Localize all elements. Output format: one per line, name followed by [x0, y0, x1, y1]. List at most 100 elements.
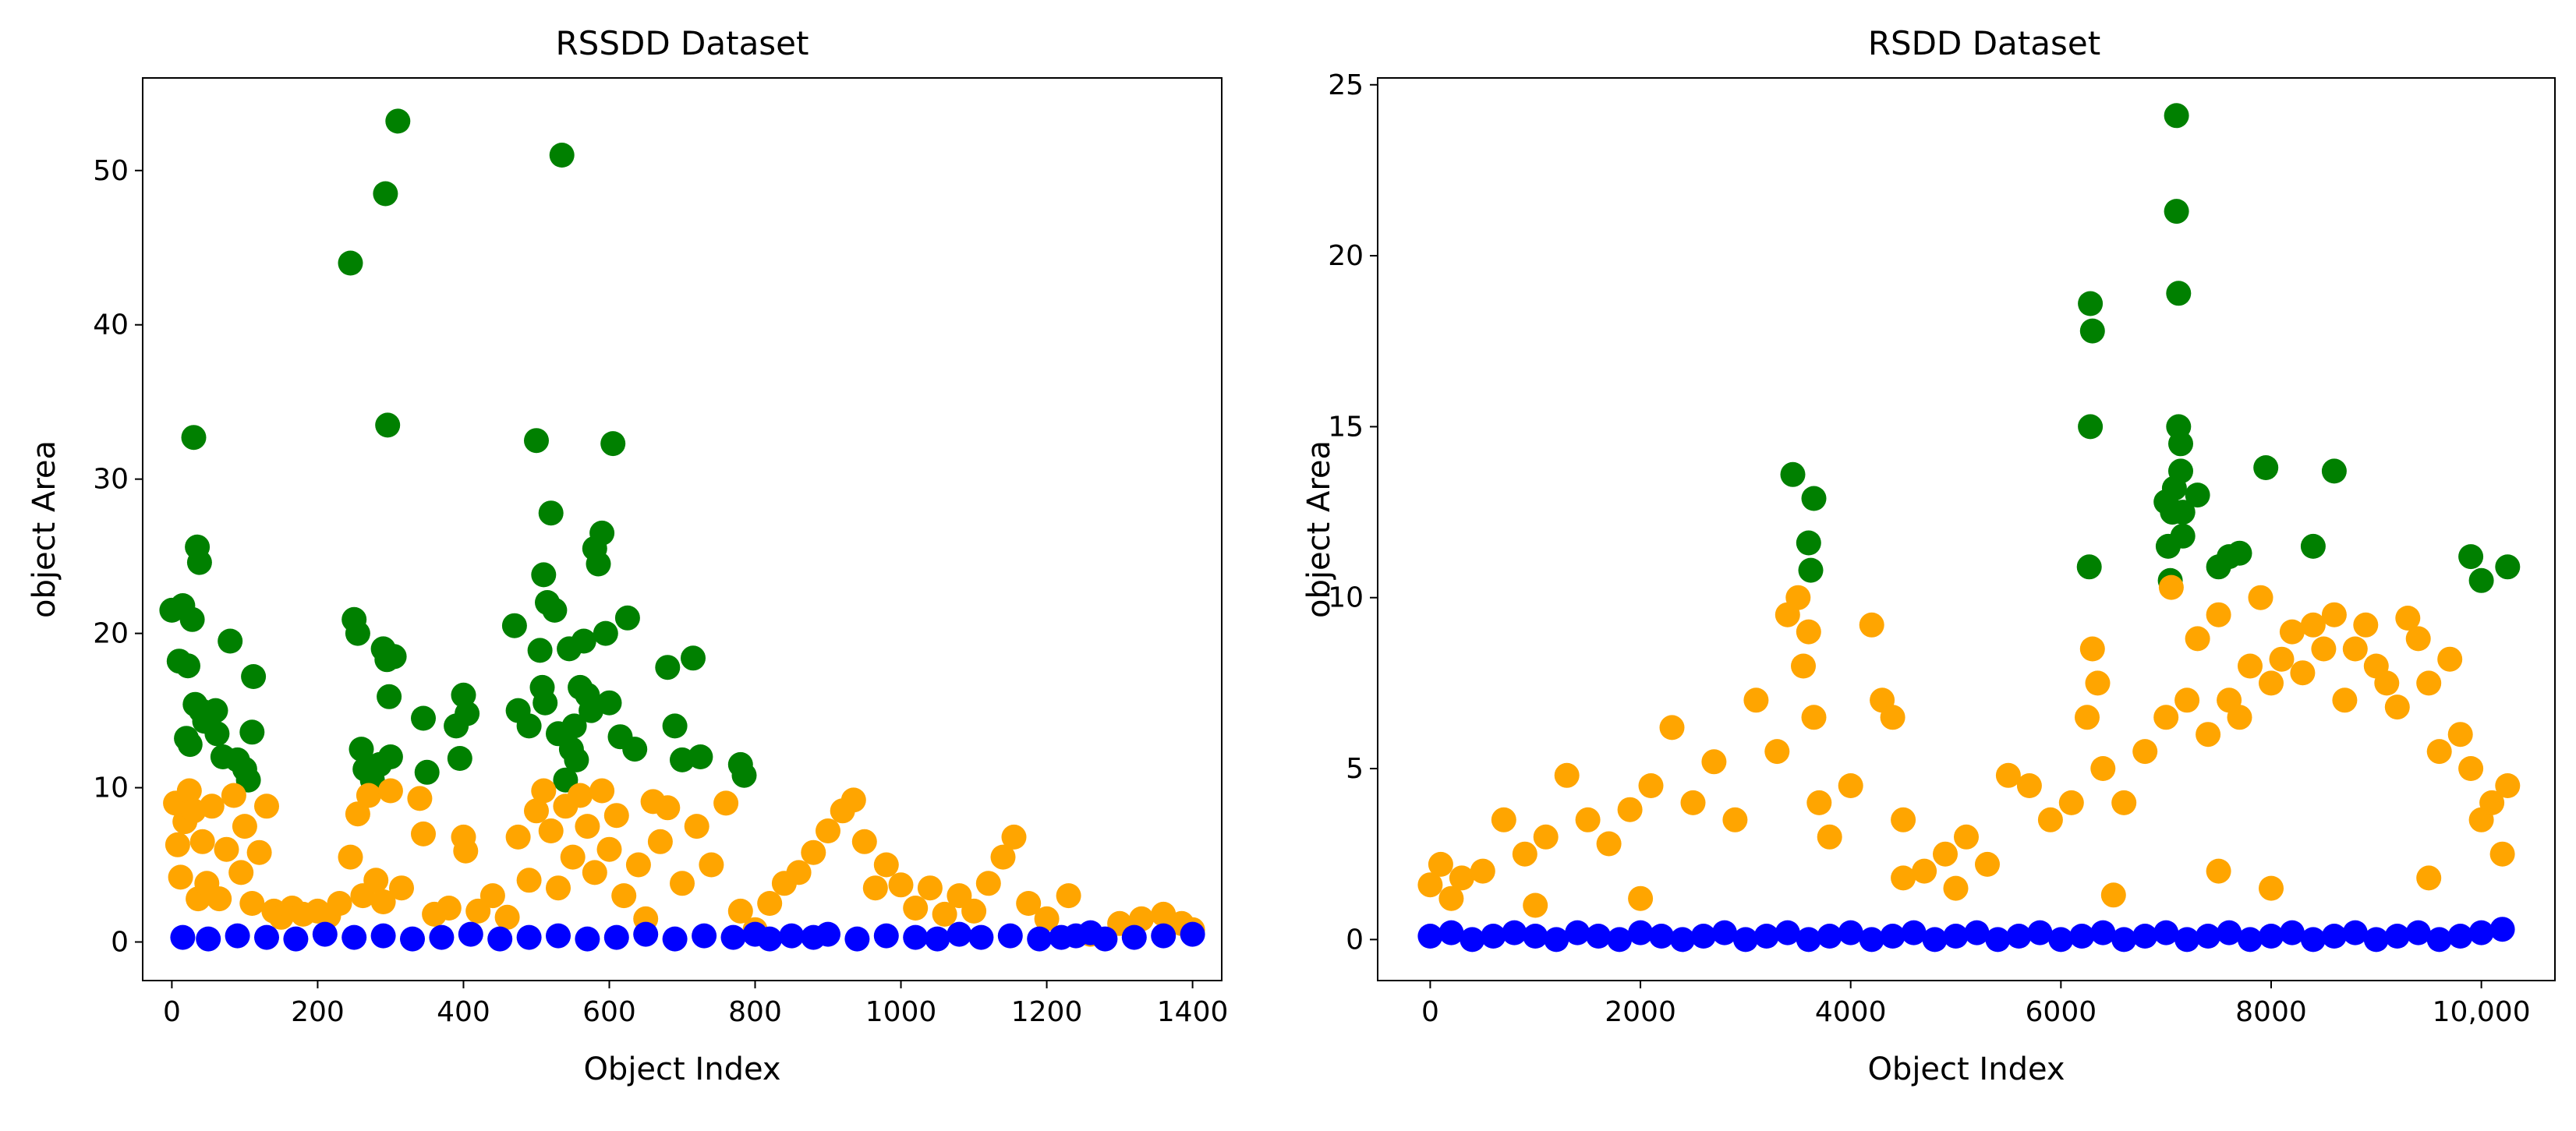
point-medium: [816, 818, 840, 843]
point-large: [655, 655, 681, 680]
x-tick-label: 1400: [1157, 996, 1229, 1028]
point-large: [2164, 103, 2189, 129]
point-large: [622, 737, 648, 762]
x-axis-ticks: 0 2000 4000 6000 8000 10,000: [1421, 981, 2531, 1028]
point-small: [1838, 920, 1863, 945]
point-medium: [840, 787, 866, 813]
point-medium: [1659, 715, 1685, 740]
point-small: [254, 924, 279, 950]
point-large: [186, 550, 212, 575]
point-medium: [254, 793, 279, 819]
point-medium: [2495, 773, 2521, 798]
point-large: [447, 746, 472, 771]
point-large: [549, 143, 575, 168]
plot-frame: [142, 77, 1223, 981]
point-small: [487, 926, 513, 952]
point-large: [2076, 554, 2102, 580]
point-medium: [2248, 585, 2273, 610]
point-large: [451, 682, 476, 708]
x-axis-label: Object Index: [1867, 1051, 2065, 1087]
point-large: [688, 744, 713, 769]
point-medium: [596, 836, 622, 862]
point-small: [947, 921, 972, 947]
point-medium: [727, 898, 753, 924]
point-medium: [1417, 872, 1443, 898]
x-tick-label: 8000: [2235, 996, 2307, 1028]
point-medium: [713, 790, 739, 816]
point-small: [925, 926, 950, 952]
x-tick-label: 10,000: [2433, 996, 2531, 1028]
point-small: [1121, 924, 1147, 950]
point-medium: [2196, 722, 2221, 748]
point-medium: [494, 904, 520, 930]
point-medium: [1764, 739, 1790, 765]
point-medium: [2100, 882, 2126, 908]
point-large: [614, 605, 640, 631]
point-medium: [1680, 790, 1706, 815]
point-medium: [2447, 722, 2473, 748]
y-tick-label: 10: [1328, 582, 1364, 614]
point-small: [1880, 924, 1905, 949]
point-medium: [1806, 790, 1832, 815]
point-medium: [603, 803, 629, 829]
y-tick-label: 0: [111, 927, 129, 959]
point-large: [239, 719, 265, 745]
point-medium: [568, 783, 593, 808]
point-medium: [1701, 749, 1727, 775]
point-medium: [1891, 865, 1916, 891]
point-medium: [1016, 891, 1042, 916]
point-small: [903, 924, 929, 950]
point-small: [692, 923, 717, 949]
point-large: [2185, 482, 2210, 508]
point-small: [603, 924, 629, 950]
y-tick-label: 20: [93, 618, 129, 650]
point-large: [600, 431, 626, 457]
point-medium: [647, 829, 673, 854]
point-small: [2174, 927, 2200, 953]
point-medium: [1617, 797, 1643, 822]
point-medium: [1975, 851, 2000, 877]
point-large: [349, 737, 374, 762]
point-small: [2132, 924, 2158, 949]
point-medium: [389, 875, 414, 901]
point-small: [1922, 927, 1948, 953]
x-tick-label: 1000: [865, 996, 937, 1028]
point-large: [204, 721, 230, 747]
point-small: [2426, 927, 2452, 953]
point-large: [538, 500, 564, 526]
point-small: [720, 924, 746, 950]
point-large: [524, 428, 549, 454]
point-large: [561, 713, 587, 739]
point-small: [757, 926, 783, 952]
point-medium: [2259, 875, 2284, 901]
point-medium: [589, 778, 615, 804]
point-medium: [363, 868, 389, 893]
point-large: [2164, 199, 2189, 224]
point-large: [385, 108, 411, 134]
point-medium: [1912, 858, 1937, 884]
point-medium: [2279, 619, 2305, 645]
point-large: [731, 762, 757, 788]
point-small: [1670, 927, 1695, 953]
point-small: [2489, 917, 2515, 942]
point-medium: [2395, 606, 2421, 631]
point-medium: [338, 844, 363, 870]
point-medium: [1470, 858, 1495, 884]
point-large: [203, 698, 228, 723]
point-large: [179, 606, 205, 632]
point-medium: [2321, 602, 2347, 627]
point-large: [1801, 486, 1827, 511]
point-medium: [2085, 670, 2111, 696]
chart-title: RSSDD Dataset: [555, 24, 809, 62]
point-large: [593, 620, 618, 646]
point-medium: [2489, 841, 2515, 867]
point-large: [177, 732, 203, 758]
point-medium: [370, 889, 396, 914]
point-medium: [2353, 612, 2379, 638]
point-small: [1544, 927, 1569, 953]
x-tick-label: 0: [1421, 996, 1439, 1028]
point-medium: [1796, 619, 1821, 645]
point-medium: [699, 852, 724, 878]
point-medium: [1838, 773, 1863, 798]
point-small: [2279, 920, 2305, 945]
